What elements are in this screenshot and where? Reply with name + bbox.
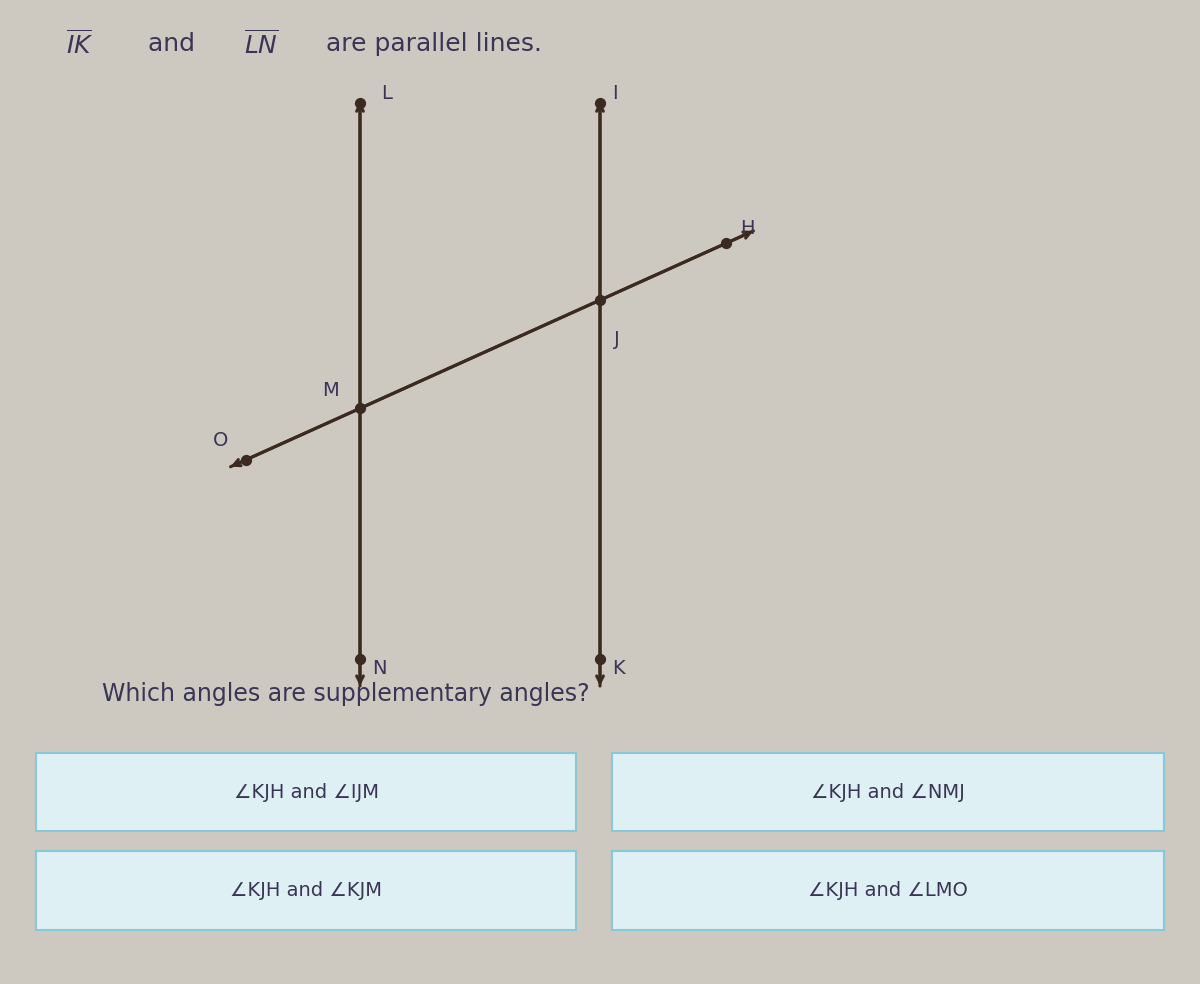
FancyBboxPatch shape xyxy=(612,851,1164,930)
Text: J: J xyxy=(614,330,620,348)
Point xyxy=(590,651,610,667)
Text: ∠KJH and ∠IJM: ∠KJH and ∠IJM xyxy=(234,782,378,802)
Text: L: L xyxy=(382,85,392,103)
Text: H: H xyxy=(740,219,755,238)
Text: O: O xyxy=(212,431,228,450)
Text: ∠KJH and ∠KJM: ∠KJH and ∠KJM xyxy=(230,881,382,900)
Point xyxy=(716,235,736,251)
Text: M: M xyxy=(322,382,338,400)
Point xyxy=(590,95,610,111)
Text: $\overline{IK}$: $\overline{IK}$ xyxy=(66,30,94,59)
FancyBboxPatch shape xyxy=(36,753,576,831)
Text: $\overline{LN}$: $\overline{LN}$ xyxy=(244,30,278,59)
Text: ∠KJH and ∠LMO: ∠KJH and ∠LMO xyxy=(808,881,968,900)
Text: I: I xyxy=(612,85,618,103)
Point xyxy=(590,292,610,308)
Point xyxy=(350,400,370,416)
Text: K: K xyxy=(612,659,625,678)
Point xyxy=(236,452,256,467)
Text: and: and xyxy=(140,32,203,56)
FancyBboxPatch shape xyxy=(36,851,576,930)
Point xyxy=(350,95,370,111)
Text: are parallel lines.: are parallel lines. xyxy=(318,32,542,56)
FancyBboxPatch shape xyxy=(612,753,1164,831)
Text: Which angles are supplementary angles?: Which angles are supplementary angles? xyxy=(102,682,589,706)
Text: ∠KJH and ∠NMJ: ∠KJH and ∠NMJ xyxy=(811,782,965,802)
Text: N: N xyxy=(372,659,386,678)
Point xyxy=(350,651,370,667)
